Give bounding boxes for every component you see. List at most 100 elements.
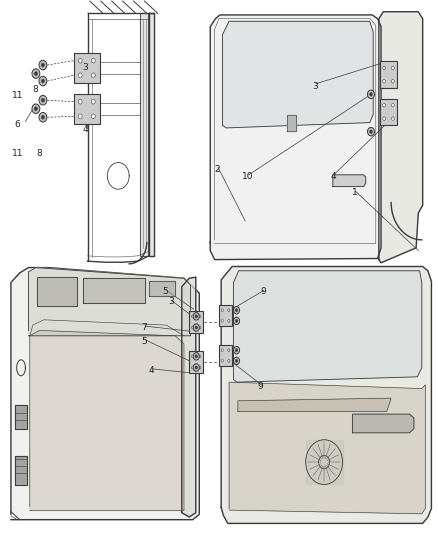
- Bar: [219, 305, 232, 326]
- Circle shape: [221, 320, 223, 322]
- Text: 5: 5: [141, 337, 148, 345]
- Circle shape: [233, 357, 240, 365]
- Bar: [380, 61, 397, 88]
- Circle shape: [39, 60, 47, 70]
- Text: 10: 10: [242, 173, 253, 181]
- Circle shape: [78, 114, 82, 119]
- Text: 4: 4: [148, 366, 154, 375]
- Circle shape: [32, 104, 40, 114]
- Text: 2: 2: [214, 165, 219, 174]
- Circle shape: [367, 90, 374, 99]
- Polygon shape: [306, 440, 343, 484]
- Circle shape: [34, 107, 38, 111]
- Circle shape: [392, 117, 394, 120]
- Text: 9: 9: [258, 382, 264, 391]
- Circle shape: [191, 355, 194, 358]
- Polygon shape: [333, 175, 366, 187]
- Polygon shape: [83, 278, 145, 303]
- Circle shape: [193, 353, 199, 360]
- Circle shape: [233, 317, 240, 325]
- Circle shape: [195, 326, 198, 329]
- Polygon shape: [15, 456, 27, 485]
- Polygon shape: [182, 277, 196, 517]
- Polygon shape: [223, 21, 373, 128]
- Text: 3: 3: [168, 297, 174, 305]
- Text: 7: 7: [141, 324, 148, 332]
- Circle shape: [195, 366, 198, 369]
- Polygon shape: [30, 330, 184, 511]
- Bar: [74, 94, 100, 124]
- Text: 4: 4: [330, 173, 336, 181]
- Circle shape: [92, 58, 95, 63]
- Circle shape: [191, 326, 194, 329]
- Circle shape: [198, 366, 201, 369]
- Bar: [219, 345, 232, 366]
- Circle shape: [233, 346, 240, 354]
- Text: 11: 11: [12, 149, 23, 158]
- Text: 1: 1: [352, 189, 358, 197]
- Text: 5: 5: [162, 287, 169, 296]
- Circle shape: [228, 349, 230, 351]
- Polygon shape: [149, 13, 154, 256]
- Polygon shape: [37, 277, 77, 306]
- Circle shape: [193, 364, 199, 372]
- Circle shape: [228, 320, 230, 322]
- Polygon shape: [221, 266, 431, 523]
- Text: 11: 11: [12, 92, 23, 100]
- Circle shape: [392, 79, 394, 83]
- Polygon shape: [238, 398, 391, 411]
- Circle shape: [193, 324, 199, 331]
- Circle shape: [198, 326, 201, 329]
- Text: 4: 4: [83, 125, 88, 134]
- Polygon shape: [229, 382, 425, 514]
- Circle shape: [191, 315, 194, 318]
- Circle shape: [367, 127, 374, 136]
- Circle shape: [370, 130, 372, 133]
- Circle shape: [41, 98, 45, 102]
- Circle shape: [78, 99, 82, 104]
- Circle shape: [392, 66, 394, 70]
- Bar: [380, 99, 397, 125]
- Polygon shape: [379, 12, 423, 263]
- Circle shape: [228, 360, 230, 362]
- Circle shape: [383, 103, 385, 107]
- Text: 8: 8: [36, 149, 42, 158]
- Polygon shape: [28, 268, 191, 336]
- Circle shape: [370, 93, 372, 96]
- Circle shape: [39, 112, 47, 122]
- Circle shape: [233, 306, 240, 314]
- Polygon shape: [233, 271, 422, 382]
- Circle shape: [41, 115, 45, 119]
- Circle shape: [92, 114, 95, 119]
- Circle shape: [39, 95, 47, 105]
- Polygon shape: [11, 268, 199, 520]
- Text: 6: 6: [14, 120, 21, 128]
- Circle shape: [221, 360, 223, 362]
- Circle shape: [235, 349, 238, 352]
- Circle shape: [32, 69, 40, 78]
- Circle shape: [383, 79, 385, 83]
- Circle shape: [193, 312, 199, 320]
- Circle shape: [78, 73, 82, 78]
- Circle shape: [392, 103, 394, 107]
- Polygon shape: [210, 15, 381, 260]
- Circle shape: [39, 76, 47, 86]
- Circle shape: [221, 309, 223, 311]
- Circle shape: [228, 309, 230, 311]
- Circle shape: [235, 309, 238, 312]
- Bar: [189, 311, 203, 333]
- Circle shape: [34, 71, 38, 76]
- Circle shape: [195, 355, 198, 358]
- Circle shape: [221, 349, 223, 351]
- Bar: [74, 53, 100, 83]
- Polygon shape: [15, 405, 27, 429]
- Circle shape: [195, 315, 198, 318]
- Circle shape: [198, 355, 201, 358]
- Circle shape: [92, 73, 95, 78]
- Circle shape: [41, 79, 45, 83]
- Circle shape: [383, 117, 385, 120]
- Circle shape: [198, 315, 201, 318]
- Circle shape: [92, 99, 95, 104]
- Circle shape: [383, 66, 385, 70]
- Circle shape: [235, 359, 238, 362]
